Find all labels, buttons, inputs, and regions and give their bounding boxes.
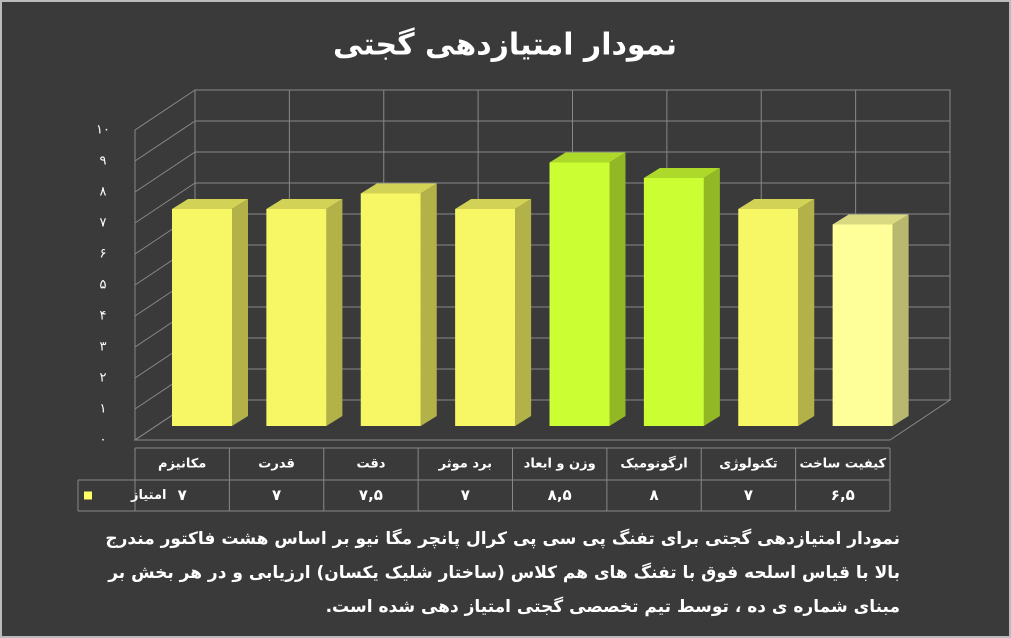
bar-side bbox=[515, 199, 532, 426]
bar bbox=[738, 209, 799, 426]
bar-side bbox=[892, 214, 909, 426]
x-tick-label: دقت bbox=[356, 457, 385, 472]
grid-line bbox=[134, 151, 196, 193]
y-tick-label: ۷ bbox=[100, 216, 107, 231]
grid-line bbox=[134, 89, 196, 131]
x-tick-label: وزن و ابعاد bbox=[524, 457, 596, 472]
legend-label: امتیاز bbox=[130, 488, 166, 503]
bar-side bbox=[609, 152, 626, 426]
y-tick-label: ۵ bbox=[100, 278, 107, 293]
bar-side bbox=[232, 199, 248, 426]
y-tick-label: ۶ bbox=[100, 247, 107, 262]
bar-top bbox=[738, 199, 815, 209]
value-label: ۷ bbox=[272, 486, 281, 504]
y-tick-label: ۹ bbox=[100, 154, 107, 169]
bar bbox=[360, 193, 421, 426]
bar-top bbox=[360, 183, 437, 194]
grid-line bbox=[134, 120, 196, 162]
bar bbox=[549, 162, 610, 426]
bar-top bbox=[266, 199, 343, 209]
bar bbox=[832, 224, 893, 426]
y-tick-label: ۴ bbox=[100, 309, 107, 324]
bar-top bbox=[172, 199, 248, 209]
value-label: ۶,۵ bbox=[831, 486, 855, 504]
bar-side bbox=[326, 199, 343, 426]
bar-side bbox=[420, 183, 437, 426]
grid-line bbox=[134, 182, 196, 224]
bar bbox=[266, 209, 327, 426]
y-tick-label: ۳ bbox=[100, 340, 107, 355]
x-tick-label: تکنولوژی bbox=[719, 457, 777, 472]
value-label: ۸,۵ bbox=[548, 486, 572, 504]
y-tick-label: ۱ bbox=[100, 402, 107, 417]
x-tick-label: مکانیزم bbox=[158, 457, 206, 472]
value-label: ۷ bbox=[744, 486, 753, 504]
bar-side bbox=[703, 168, 720, 426]
y-tick-label: ۰ bbox=[100, 433, 107, 448]
bar bbox=[455, 209, 516, 426]
y-tick-label: ۲ bbox=[100, 371, 107, 386]
bar bbox=[643, 178, 704, 426]
caption: نمودار امتیازدهی گجتی برای تفنگ پی سی پی… bbox=[105, 529, 900, 617]
x-tick-label: ارگونومیک bbox=[620, 456, 687, 472]
x-tick-label: برد موثر bbox=[438, 457, 492, 472]
x-tick-label: کیفیت ساخت bbox=[800, 457, 887, 472]
bar-side bbox=[798, 199, 815, 426]
bar-top bbox=[643, 168, 720, 178]
legend-swatch bbox=[84, 491, 92, 500]
bar-top bbox=[549, 152, 626, 163]
y-tick-label: ۱۰ bbox=[96, 123, 110, 138]
value-label: ۸ bbox=[649, 486, 658, 504]
y-tick-label: ۸ bbox=[100, 185, 107, 200]
bar-top bbox=[455, 199, 532, 209]
value-label: ۷ bbox=[461, 486, 470, 504]
x-tick-label: قدرت bbox=[258, 457, 295, 472]
bar bbox=[172, 209, 232, 426]
value-label: ۷ bbox=[178, 486, 187, 504]
bar-top bbox=[832, 214, 909, 225]
chart-title: نمودار امتیازدهی گجتی bbox=[333, 27, 677, 63]
value-label: ۷,۵ bbox=[359, 486, 383, 504]
